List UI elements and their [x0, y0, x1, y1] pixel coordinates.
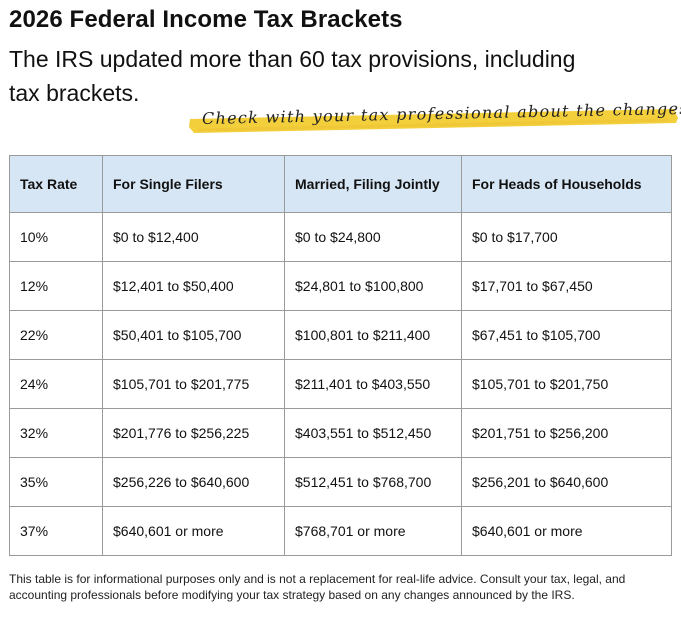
married-jointly-cell: $768,701 or more	[284, 506, 462, 556]
heads-of-households-cell: $105,701 to $201,750	[461, 359, 672, 409]
highlighter-stroke	[189, 109, 678, 133]
single-filers-cell: $201,776 to $256,225	[102, 408, 285, 458]
tax-rate-cell: 35%	[9, 457, 103, 507]
page-subtitle: The IRS updated more than 60 tax provisi…	[9, 46, 576, 106]
single-filers-cell: $50,401 to $105,700	[102, 310, 285, 360]
tax-rate-cell: 12%	[9, 261, 103, 311]
page-title: 2026 Federal Income Tax Brackets	[9, 6, 403, 33]
heads-of-households-cell: $17,701 to $67,450	[461, 261, 672, 311]
column-header-heads-of-households: For Heads of Households	[461, 155, 672, 213]
table-row: 24% $105,701 to $201,775 $211,401 to $40…	[9, 359, 672, 409]
table-header-row: Tax Rate For Single Filers Married, Fili…	[9, 155, 672, 213]
tax-rate-cell: 22%	[9, 310, 103, 360]
married-jointly-cell: $512,451 to $768,700	[284, 457, 462, 507]
married-jointly-cell: $0 to $24,800	[284, 212, 462, 262]
table-row: 32% $201,776 to $256,225 $403,551 to $51…	[9, 408, 672, 458]
table-row: 35% $256,226 to $640,600 $512,451 to $76…	[9, 457, 672, 507]
tax-rate-cell: 10%	[9, 212, 103, 262]
tax-brackets-table: Tax Rate For Single Filers Married, Fili…	[9, 155, 672, 556]
single-filers-cell: $640,601 or more	[102, 506, 285, 556]
heads-of-households-cell: $640,601 or more	[461, 506, 672, 556]
heads-of-households-cell: $201,751 to $256,200	[461, 408, 672, 458]
heads-of-households-cell: $0 to $17,700	[461, 212, 672, 262]
table-row: 37% $640,601 or more $768,701 or more $6…	[9, 506, 672, 556]
single-filers-cell: $0 to $12,400	[102, 212, 285, 262]
married-jointly-cell: $211,401 to $403,550	[284, 359, 462, 409]
single-filers-cell: $105,701 to $201,775	[102, 359, 285, 409]
disclaimer-footnote: This table is for informational purposes…	[9, 572, 626, 602]
married-jointly-cell: $100,801 to $211,400	[284, 310, 462, 360]
married-jointly-cell: $403,551 to $512,450	[284, 408, 462, 458]
heads-of-households-cell: $256,201 to $640,600	[461, 457, 672, 507]
table-row: 22% $50,401 to $105,700 $100,801 to $211…	[9, 310, 672, 360]
heads-of-households-cell: $67,451 to $105,700	[461, 310, 672, 360]
table-row: 10% $0 to $12,400 $0 to $24,800 $0 to $1…	[9, 212, 672, 262]
column-header-single-filers: For Single Filers	[102, 155, 285, 213]
single-filers-cell: $256,226 to $640,600	[102, 457, 285, 507]
highlighted-note: Check with your tax professional about t…	[188, 99, 681, 136]
tax-rate-cell: 37%	[9, 506, 103, 556]
table-row: 12% $12,401 to $50,400 $24,801 to $100,8…	[9, 261, 672, 311]
column-header-married-jointly: Married, Filing Jointly	[284, 155, 462, 213]
single-filers-cell: $12,401 to $50,400	[102, 261, 285, 311]
tax-rate-cell: 32%	[9, 408, 103, 458]
column-header-tax-rate: Tax Rate	[9, 155, 103, 213]
married-jointly-cell: $24,801 to $100,800	[284, 261, 462, 311]
tax-rate-cell: 24%	[9, 359, 103, 409]
